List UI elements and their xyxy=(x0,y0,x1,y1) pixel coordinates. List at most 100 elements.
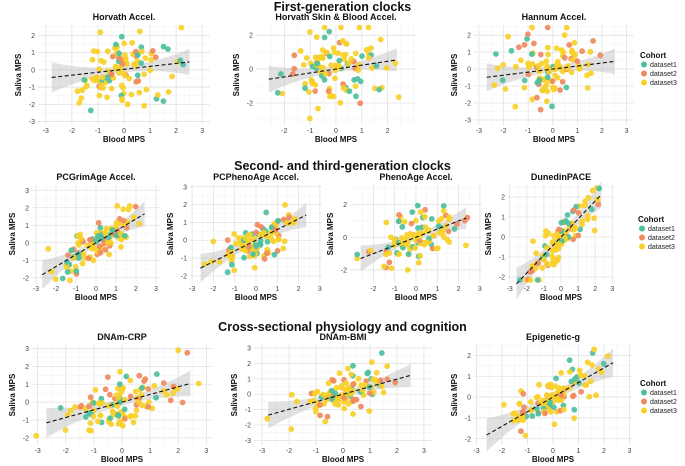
data-point xyxy=(591,346,598,353)
data-point xyxy=(119,61,126,67)
panel-title: Epigenetic-g xyxy=(526,332,580,342)
data-point xyxy=(104,374,111,380)
data-point xyxy=(116,381,123,387)
data-point xyxy=(145,386,152,392)
data-point xyxy=(102,246,109,253)
data-point xyxy=(95,219,102,226)
y-tick-label: 0 xyxy=(31,67,35,74)
legend-title: Cohort xyxy=(638,215,665,224)
data-point xyxy=(72,263,79,270)
data-point xyxy=(97,249,104,256)
data-point xyxy=(216,258,223,265)
data-point xyxy=(585,194,592,201)
data-point xyxy=(224,237,231,244)
data-point xyxy=(532,265,539,271)
legend-swatch xyxy=(641,389,647,396)
data-point xyxy=(170,390,176,396)
data-point xyxy=(572,225,579,231)
data-point xyxy=(591,215,597,222)
x-axis-title: Blood MPS xyxy=(235,293,278,302)
data-point xyxy=(68,247,75,254)
data-point xyxy=(417,252,423,259)
data-point xyxy=(525,31,531,38)
data-point xyxy=(591,227,598,234)
x-tick-label: 3 xyxy=(610,286,614,293)
data-point xyxy=(525,71,532,78)
data-point xyxy=(117,56,124,62)
data-point xyxy=(332,75,338,82)
data-point xyxy=(123,224,130,231)
data-point xyxy=(294,398,300,405)
data-point xyxy=(522,432,529,439)
legend-swatch xyxy=(641,61,647,68)
data-point xyxy=(547,381,554,388)
y-tick-label: 1 xyxy=(501,215,505,222)
data-point xyxy=(261,256,268,262)
data-point xyxy=(556,226,562,233)
data-point xyxy=(146,399,152,405)
data-point xyxy=(353,93,359,100)
y-axis-title: Saliva MPS xyxy=(450,53,459,96)
data-point xyxy=(130,214,137,221)
data-point xyxy=(579,48,585,55)
data-point xyxy=(136,399,142,406)
x-tick-label: 3 xyxy=(318,286,322,293)
data-point xyxy=(141,102,148,109)
x-tick-label: 3 xyxy=(627,448,631,455)
data-point xyxy=(92,387,99,393)
data-point xyxy=(386,250,393,256)
y-tick-label: -2 xyxy=(245,423,251,430)
data-point xyxy=(317,412,323,419)
data-point xyxy=(119,96,126,102)
data-point xyxy=(586,393,593,400)
y-tick-label: 2 xyxy=(25,364,29,371)
x-tick-label: -3 xyxy=(43,128,49,135)
data-point xyxy=(161,388,167,394)
data-point xyxy=(542,410,548,417)
data-point xyxy=(242,235,249,242)
data-point xyxy=(62,427,69,433)
data-point xyxy=(90,400,97,406)
y-tick-label: 3 xyxy=(25,346,29,353)
x-tick-label: 3 xyxy=(200,128,204,135)
data-point xyxy=(89,56,96,63)
x-tick-label: 3 xyxy=(422,448,426,455)
data-point xyxy=(529,413,536,419)
data-point xyxy=(115,394,122,401)
data-point xyxy=(78,95,85,102)
x-tick-label: -2 xyxy=(63,448,69,455)
x-tick-label: 2 xyxy=(176,448,180,455)
x-axis-title: Blood MPS xyxy=(103,135,146,144)
data-point xyxy=(103,225,110,232)
x-tick-label: 0 xyxy=(341,448,345,455)
data-point xyxy=(278,71,284,77)
data-point xyxy=(322,71,329,77)
x-tick-label: 1 xyxy=(148,448,152,455)
x-tick-label: -3 xyxy=(473,448,479,455)
data-point xyxy=(117,420,124,427)
x-tick-label: 2 xyxy=(457,286,461,293)
data-point xyxy=(263,209,270,216)
x-tick-label: -1 xyxy=(95,128,101,135)
fit-line xyxy=(360,217,467,260)
data-point xyxy=(331,49,338,56)
y-tick-label: -2 xyxy=(247,100,253,107)
data-point xyxy=(99,74,106,81)
fit-line xyxy=(41,213,145,276)
y-tick-label: 0 xyxy=(467,395,471,402)
data-point xyxy=(396,251,403,257)
data-point xyxy=(403,241,409,247)
data-point xyxy=(126,75,133,82)
x-tick-label: 1 xyxy=(435,286,439,293)
x-tick-label: -3 xyxy=(35,448,41,455)
data-point xyxy=(314,60,320,67)
data-point xyxy=(529,24,535,31)
data-point xyxy=(463,242,469,249)
data-point xyxy=(297,48,304,54)
data-point xyxy=(147,67,154,74)
data-point xyxy=(85,255,92,262)
data-point xyxy=(341,399,347,405)
x-tick-label: 0 xyxy=(551,128,555,135)
